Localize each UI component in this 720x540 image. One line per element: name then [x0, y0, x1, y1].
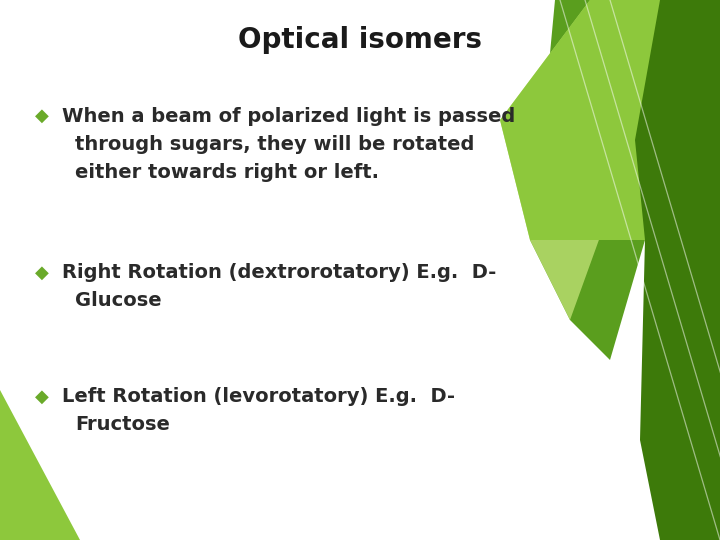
Text: through sugars, they will be rotated: through sugars, they will be rotated	[75, 134, 474, 153]
Text: ◆: ◆	[35, 264, 49, 282]
Polygon shape	[500, 0, 660, 240]
Text: Optical isomers: Optical isomers	[238, 26, 482, 54]
Text: ◆: ◆	[35, 388, 49, 406]
Text: Glucose: Glucose	[75, 291, 161, 310]
Text: Fructose: Fructose	[75, 415, 170, 434]
Polygon shape	[500, 0, 660, 320]
Text: Right Rotation (dextrorotatory) E.g.  D-: Right Rotation (dextrorotatory) E.g. D-	[62, 263, 496, 282]
Text: Left Rotation (levorotatory) E.g.  D-: Left Rotation (levorotatory) E.g. D-	[62, 387, 455, 407]
Polygon shape	[530, 0, 660, 360]
Text: either towards right or left.: either towards right or left.	[75, 163, 379, 181]
Polygon shape	[635, 0, 720, 540]
Text: ◆: ◆	[35, 107, 49, 125]
Polygon shape	[0, 390, 80, 540]
Text: When a beam of polarized light is passed: When a beam of polarized light is passed	[62, 106, 516, 126]
